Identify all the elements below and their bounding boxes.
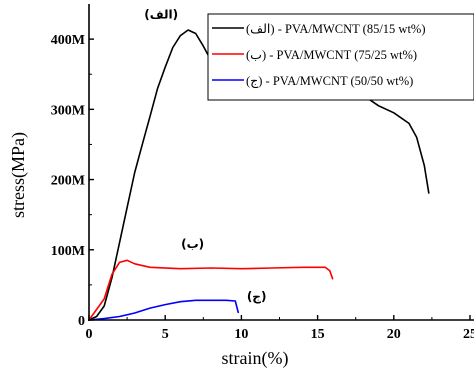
legend-entry-1: (الف) - PVA/MWCNT (85/15 wt%): [246, 22, 426, 36]
y-tick-label: 400M: [51, 33, 85, 48]
legend-box: [207, 13, 474, 101]
series-line-2: [88, 259, 334, 321]
y-tick-label: 200M: [51, 174, 85, 189]
x-tick-label: 15: [311, 327, 325, 342]
y-tick-label: 100M: [51, 244, 85, 259]
x-tick-label: 5: [162, 327, 169, 342]
series-annotation-3: (ج): [247, 289, 267, 303]
x-tick-label: 0: [86, 327, 93, 342]
x-tick-label: 20: [387, 327, 401, 342]
x-tick-label: 25: [463, 327, 474, 342]
x-axis-title: strain(%): [222, 348, 289, 369]
legend-entry-3: (ج) - PVA/MWCNT (50/50 wt%): [246, 74, 413, 89]
series-annotation-2: (ب): [181, 237, 204, 251]
series-line-3: [88, 299, 240, 321]
y-tick-label: 0: [78, 314, 85, 329]
series-annotation-1: (الف): [144, 7, 178, 21]
legend-entry-2: (ب) - PVA/MWCNT (75/25 wt%): [246, 48, 417, 62]
y-tick-label: 300M: [51, 103, 85, 118]
y-axis-title: stress(MPa): [8, 132, 29, 218]
x-tick-label: 10: [234, 327, 248, 342]
